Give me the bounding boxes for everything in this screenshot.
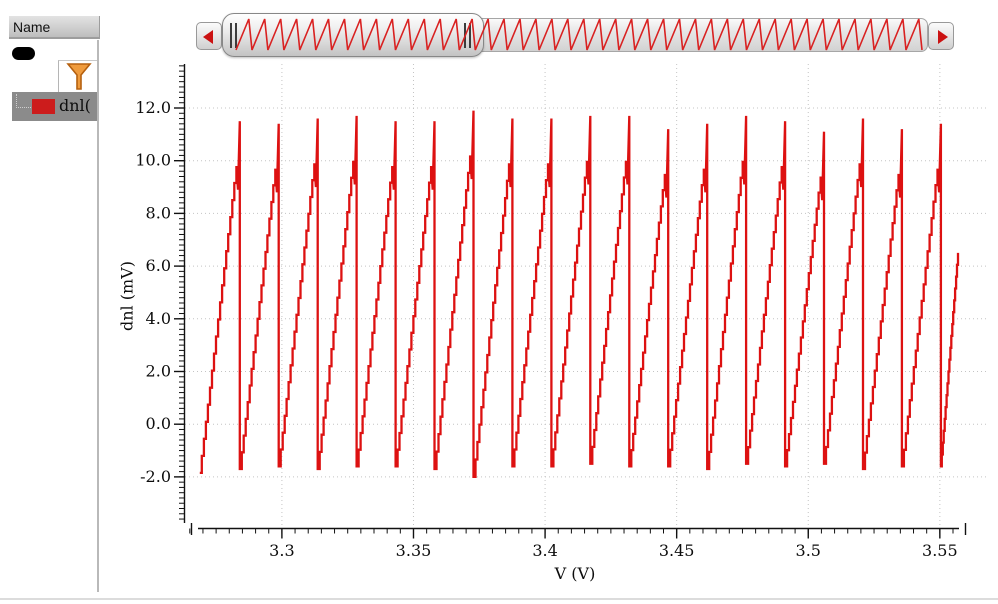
right-arrow-icon: [938, 30, 948, 44]
y-tick-label: 0.0: [146, 414, 171, 433]
tree-branch-lines: [16, 94, 31, 108]
y-tick-label: 6.0: [146, 256, 171, 275]
panel-splitter[interactable]: [97, 40, 99, 592]
x-tick-label: 3.35: [396, 541, 432, 560]
signal-row-dnl[interactable]: dnl(: [12, 92, 98, 121]
tick-labels: -2.0 0.0 2.0 4.0 6.0 8.0 10.0 12.0 3.3 3.35 3.4 3.4…: [135, 98, 957, 560]
y-tick-label: 4.0: [146, 309, 171, 328]
y-tick-label: 12.0: [135, 98, 171, 117]
left-arrow-icon: [203, 30, 213, 44]
grid-lines: [185, 64, 986, 527]
filter-funnel-icon[interactable]: [65, 62, 93, 93]
x-tick-label: 3.5: [796, 541, 821, 560]
x-tick-label: 3.4: [532, 541, 557, 560]
signal-label: dnl(: [59, 96, 91, 115]
y-axis-title: dnl (mV): [117, 261, 137, 331]
y-tick-label: -2.0: [140, 467, 171, 486]
x-tick-label: 3.3: [269, 541, 294, 560]
axes-and-ticks: [174, 64, 967, 539]
name-column-header-label: Name: [13, 19, 51, 35]
y-tick-label: 8.0: [146, 203, 171, 222]
scroll-left-button[interactable]: [196, 22, 222, 50]
x-axis-title: V (V): [554, 564, 596, 583]
x-tick-label: 3.45: [659, 541, 695, 560]
black-marker: [12, 47, 35, 60]
dnl-waveform-trace[interactable]: [199, 110, 960, 479]
x-tick-label: 3.55: [922, 541, 958, 560]
signal-color-swatch: [32, 99, 55, 114]
scroll-right-button[interactable]: [928, 22, 954, 50]
y-tick-label: 2.0: [146, 361, 171, 380]
filter-panel: [58, 60, 99, 95]
y-tick-label: 10.0: [135, 151, 171, 170]
window-bottom-edge: [0, 598, 998, 600]
name-column-header[interactable]: Name: [9, 16, 100, 39]
overview-scrollbar: [196, 13, 954, 59]
